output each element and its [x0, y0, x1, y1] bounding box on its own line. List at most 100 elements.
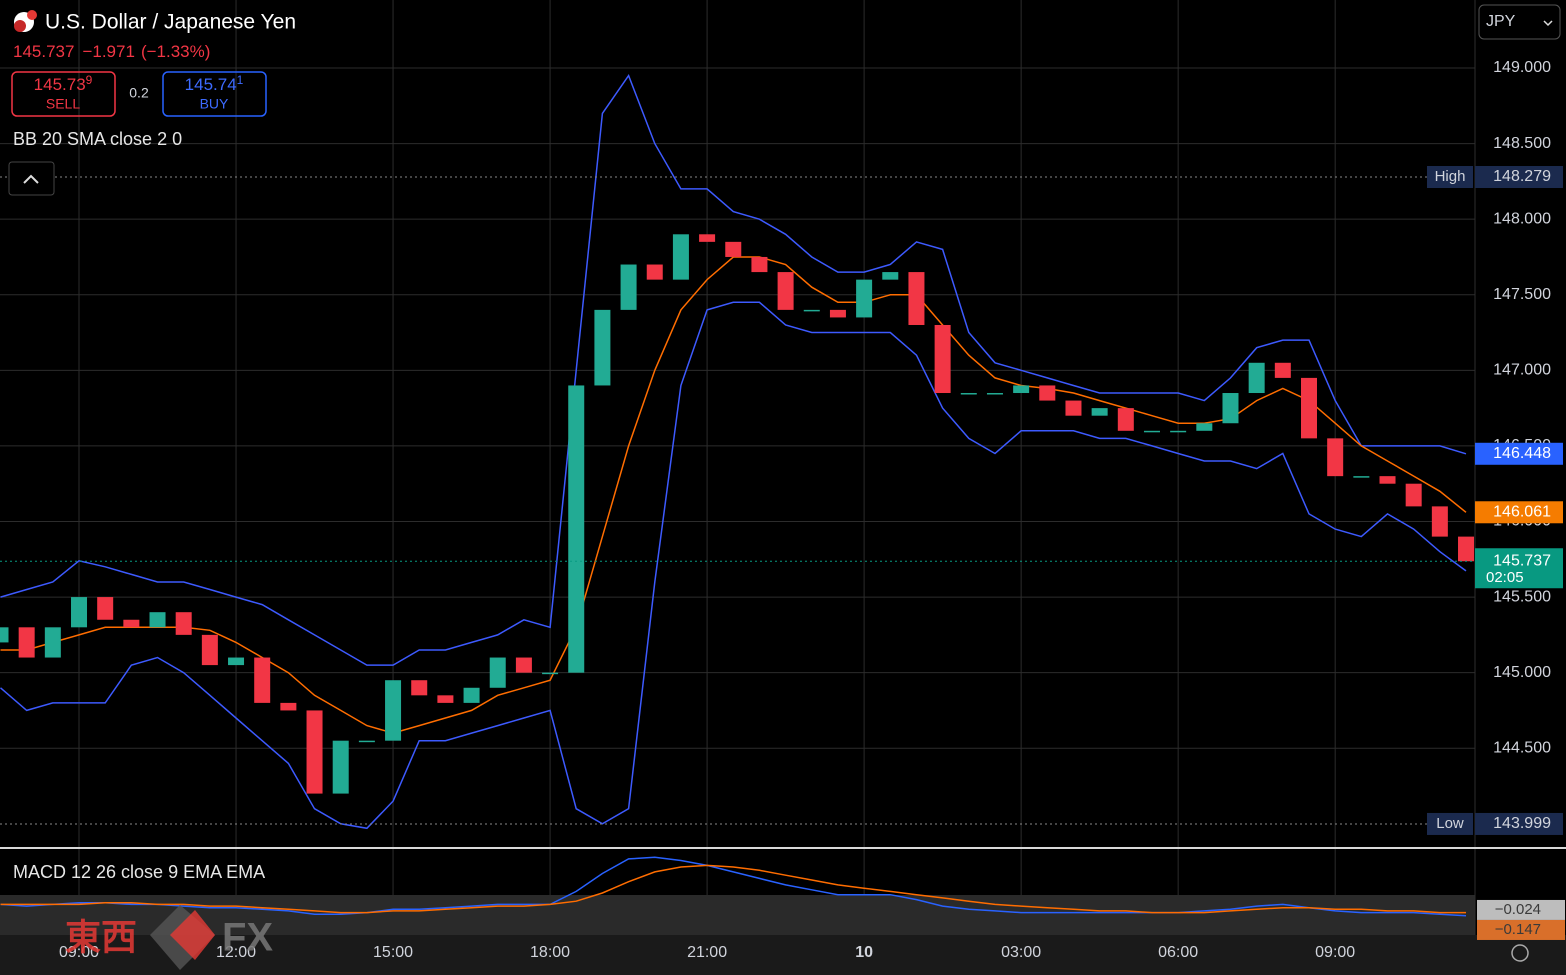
candle-body	[620, 264, 637, 310]
macd-value-box	[1477, 919, 1565, 940]
candle-body	[149, 612, 166, 628]
low-value-box	[1475, 812, 1563, 835]
candle-body	[1117, 408, 1134, 431]
y-tick-label: 149.000	[1493, 59, 1551, 76]
candle-body	[18, 627, 35, 658]
x-tick-label: 15:00	[373, 944, 413, 961]
candle-body	[568, 385, 585, 673]
price-label: 146.061	[1493, 503, 1551, 520]
axis: 09:00 12:00 15:00 18:00 21:00 10 03:00 06:00 09:…	[59, 59, 1565, 961]
candle-body	[751, 256, 768, 273]
candle-body	[463, 687, 480, 703]
y-tick-label: 148.000	[1493, 210, 1551, 227]
sell-price-main[interactable]: 145.73	[34, 75, 86, 94]
last-price-label: 145.737	[1493, 552, 1551, 569]
macd-line	[0, 856, 1467, 917]
candle-body	[123, 619, 140, 628]
macd-value-label: −0.147	[1495, 921, 1541, 938]
candle-body	[908, 272, 925, 325]
candle-body	[646, 264, 663, 280]
candle-body	[385, 680, 402, 741]
buy-label[interactable]: BUY	[200, 96, 229, 112]
candle-body	[1196, 423, 1213, 431]
candle-body	[1353, 476, 1370, 478]
last-price: 145.737	[13, 42, 74, 61]
candle-body	[594, 309, 611, 386]
watermark-left: 東西	[65, 917, 137, 958]
x-tick-label: 10	[855, 944, 873, 961]
currency-label[interactable]: JPY	[1486, 13, 1516, 30]
candle-body	[777, 272, 794, 310]
currency-dropdown[interactable]	[1478, 4, 1561, 40]
candle-body	[1039, 385, 1056, 401]
candle-body	[882, 272, 899, 280]
change-pct: (−1.33%)	[141, 42, 210, 61]
candle-body	[44, 627, 61, 658]
candle-body	[725, 241, 742, 257]
bb-lower	[0, 301, 1467, 830]
candle-body	[0, 627, 9, 643]
price-label-box	[1475, 501, 1563, 524]
macd-value-box	[1477, 899, 1565, 920]
candle-body	[411, 680, 428, 696]
buy-price-main[interactable]: 145.74	[185, 75, 237, 94]
candle-body	[489, 657, 506, 688]
macd-value-label: −0.024	[1495, 901, 1541, 918]
signal-line	[0, 864, 1466, 914]
buy-pip[interactable]: 1	[237, 73, 244, 87]
x-tick-label: 03:00	[1001, 944, 1041, 961]
low-tag-box	[1427, 812, 1473, 835]
collapse-button[interactable]	[8, 161, 55, 196]
candle-body	[542, 672, 559, 675]
change: −1.971	[82, 42, 134, 61]
dropdown-icon[interactable]	[1543, 20, 1553, 27]
candle-body	[1222, 393, 1239, 424]
sell-label[interactable]: SELL	[46, 96, 80, 112]
bb-upper	[0, 74, 1467, 666]
candle-body	[1405, 483, 1422, 507]
low-value: 143.999	[1493, 815, 1551, 832]
x-tick-label: 21:00	[687, 944, 727, 961]
candle-body	[699, 234, 716, 242]
sell-button[interactable]	[11, 71, 116, 117]
candle-body	[1065, 400, 1082, 416]
buy-price[interactable]: 145.741	[185, 73, 244, 94]
watermark-logo	[170, 910, 215, 960]
candle-body	[358, 740, 375, 743]
high-value-box	[1475, 166, 1563, 189]
candle-body	[1170, 430, 1187, 433]
flag-icon	[14, 20, 26, 32]
y-tick-label: 145.000	[1493, 664, 1551, 681]
y-tick-label: 144.500	[1493, 739, 1551, 756]
candle-body	[71, 597, 88, 628]
candle-body	[1143, 430, 1160, 433]
sell-price[interactable]: 145.739	[34, 73, 93, 94]
sell-pip[interactable]: 9	[86, 73, 93, 87]
candle-body	[97, 597, 114, 620]
flag-icon	[27, 10, 37, 20]
candle-body	[254, 657, 271, 703]
candle-body	[856, 279, 873, 318]
candle-body	[1327, 438, 1344, 477]
macd-band	[0, 895, 1475, 935]
candle-body	[1274, 362, 1291, 378]
settings-icon[interactable]	[1511, 944, 1529, 962]
buy-button[interactable]	[162, 71, 267, 117]
high-tag: High	[1435, 168, 1466, 185]
candle-body	[672, 234, 689, 280]
high-value: 148.279	[1493, 168, 1551, 185]
x-tick-label: 18:00	[530, 944, 570, 961]
chevron-icon[interactable]	[23, 174, 39, 184]
candle-body	[306, 710, 323, 794]
candle-body	[437, 695, 454, 703]
candle-body	[515, 657, 532, 673]
indicator-label: BB 20 SMA close 2 0	[13, 129, 182, 149]
candle-body	[803, 309, 820, 312]
price-label: 146.448	[1493, 445, 1551, 462]
time-axis	[0, 935, 1566, 975]
spread: 0.2	[129, 85, 149, 101]
x-tick-label: 12:00	[216, 944, 256, 961]
symbol-title: U.S. Dollar / Japanese Yen	[45, 11, 296, 34]
